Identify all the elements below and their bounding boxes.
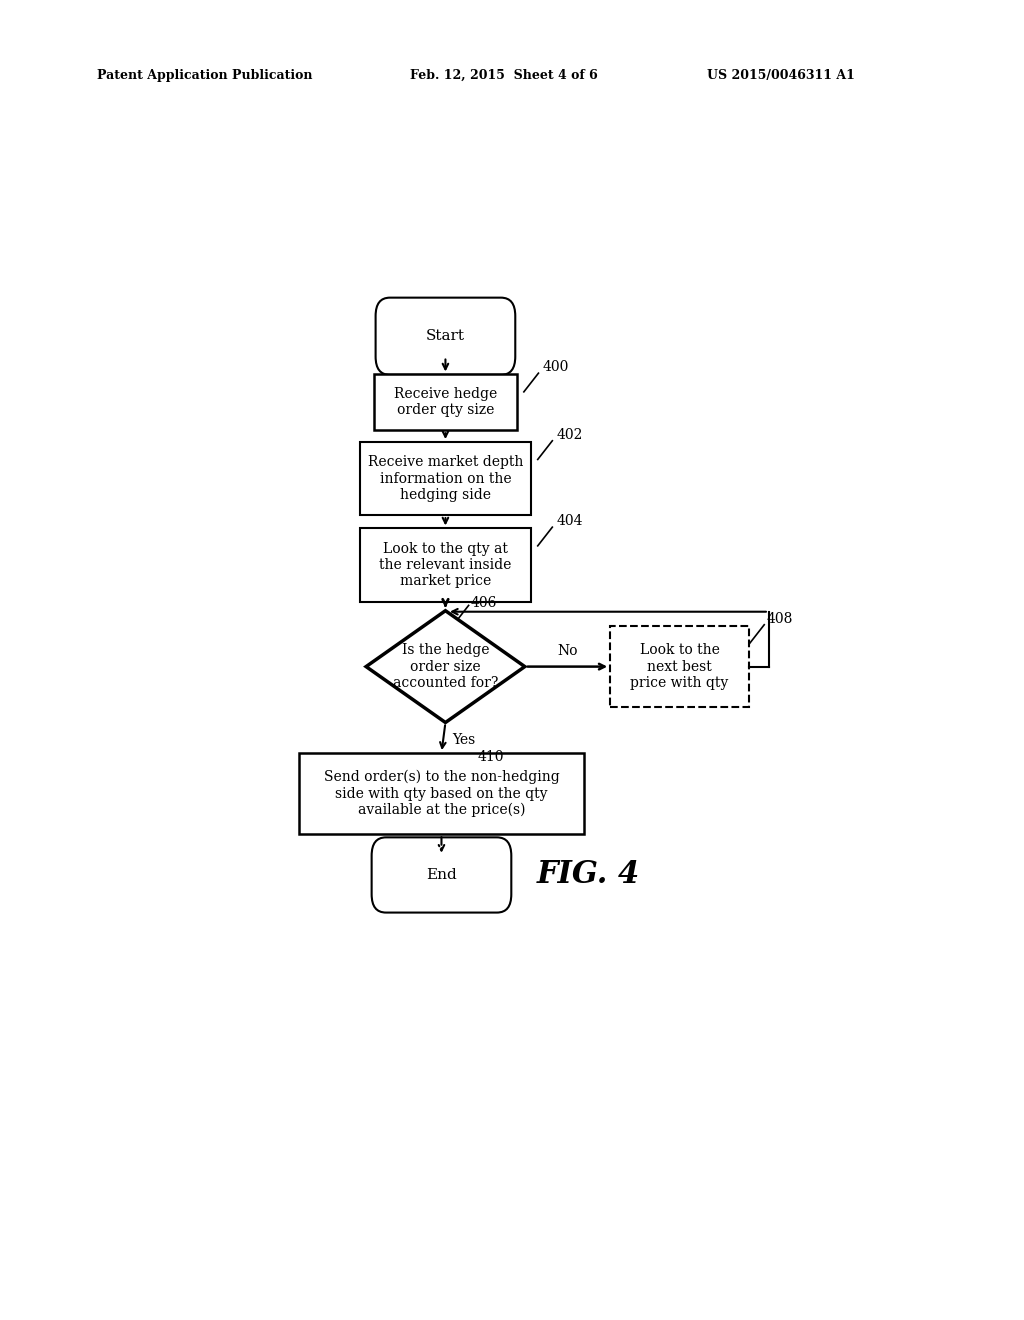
- Text: Look to the qty at
the relevant inside
market price: Look to the qty at the relevant inside m…: [379, 541, 512, 589]
- Text: Send order(s) to the non-hedging
side with qty based on the qty
available at the: Send order(s) to the non-hedging side wi…: [324, 770, 559, 817]
- Text: Feb. 12, 2015  Sheet 4 of 6: Feb. 12, 2015 Sheet 4 of 6: [410, 69, 597, 82]
- Text: Receive hedge
order qty size: Receive hedge order qty size: [394, 387, 497, 417]
- Text: Receive market depth
information on the
hedging side: Receive market depth information on the …: [368, 455, 523, 502]
- Text: 400: 400: [543, 360, 568, 375]
- Bar: [360, 442, 530, 515]
- Text: No: No: [557, 644, 578, 659]
- Text: US 2015/0046311 A1: US 2015/0046311 A1: [707, 69, 854, 82]
- FancyBboxPatch shape: [372, 837, 511, 912]
- Text: FIG. 4: FIG. 4: [537, 859, 640, 891]
- Text: Start: Start: [426, 329, 465, 343]
- Text: Yes: Yes: [452, 733, 475, 747]
- Text: Look to the
next best
price with qty: Look to the next best price with qty: [631, 643, 729, 690]
- Bar: [360, 528, 530, 602]
- FancyBboxPatch shape: [376, 297, 515, 375]
- Bar: [610, 626, 749, 708]
- Text: Patent Application Publication: Patent Application Publication: [97, 69, 312, 82]
- Bar: [299, 752, 585, 834]
- Text: 410: 410: [477, 750, 504, 764]
- Text: 404: 404: [556, 515, 583, 528]
- Bar: [374, 375, 517, 430]
- Text: 406: 406: [471, 595, 498, 610]
- Polygon shape: [367, 611, 524, 722]
- Text: Is the hedge
order size
accounted for?: Is the hedge order size accounted for?: [393, 643, 498, 690]
- Text: End: End: [426, 869, 457, 882]
- Text: 408: 408: [766, 612, 793, 626]
- Text: 402: 402: [556, 428, 583, 442]
